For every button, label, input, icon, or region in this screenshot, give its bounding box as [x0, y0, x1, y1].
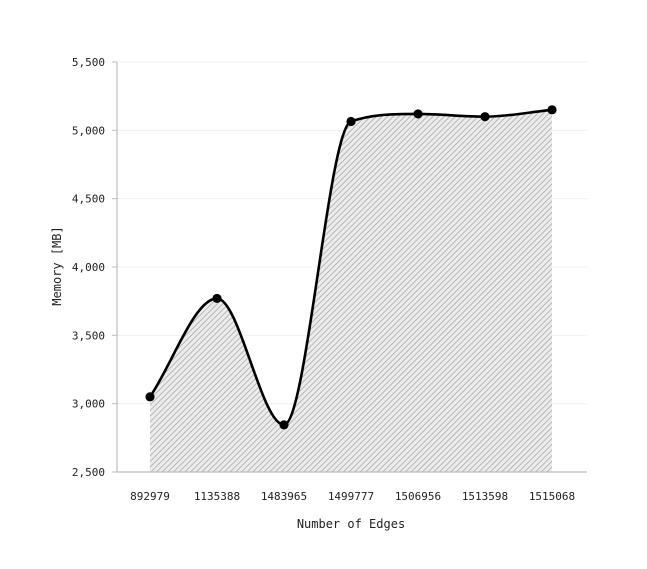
- data-point-1515068: [547, 105, 557, 115]
- x-tick-label: 1515068: [529, 490, 575, 503]
- data-point-1483965: [279, 420, 289, 430]
- x-tick-label: 1499777: [328, 490, 374, 503]
- data-point-892979: [145, 392, 155, 402]
- x-tick-label: 1513598: [462, 490, 508, 503]
- data-point-1506956: [413, 109, 423, 119]
- y-tick-label: 3,000: [72, 398, 105, 411]
- y-tick-label: 2,500: [72, 466, 105, 479]
- y-tick-label: 5,500: [72, 56, 105, 69]
- area-fill-layer: [150, 109, 552, 472]
- axes: [112, 61, 587, 473]
- tick-labels: 2,500 3,000 3,500 4,000 4,500 5,000 5,500 89297…: [72, 56, 575, 503]
- x-tick-label: 892979: [130, 490, 170, 503]
- series-area-fill: [150, 109, 552, 472]
- y-tick-label: 4,500: [72, 193, 105, 206]
- y-axis-title: Memory [MB]: [50, 226, 64, 305]
- x-tick-label: 1506956: [395, 490, 441, 503]
- x-tick-label: 1135388: [194, 490, 240, 503]
- y-tick-label: 4,000: [72, 261, 105, 274]
- x-axis-title: Number of Edges: [297, 517, 405, 531]
- data-point-1499777: [346, 116, 356, 127]
- data-point-1513598: [480, 112, 490, 122]
- y-tick-label: 3,500: [72, 329, 105, 342]
- y-tick-label: 5,000: [72, 124, 105, 137]
- x-tick-label: 1483965: [261, 490, 307, 503]
- data-points: [145, 105, 557, 430]
- data-point-1135388: [212, 293, 222, 304]
